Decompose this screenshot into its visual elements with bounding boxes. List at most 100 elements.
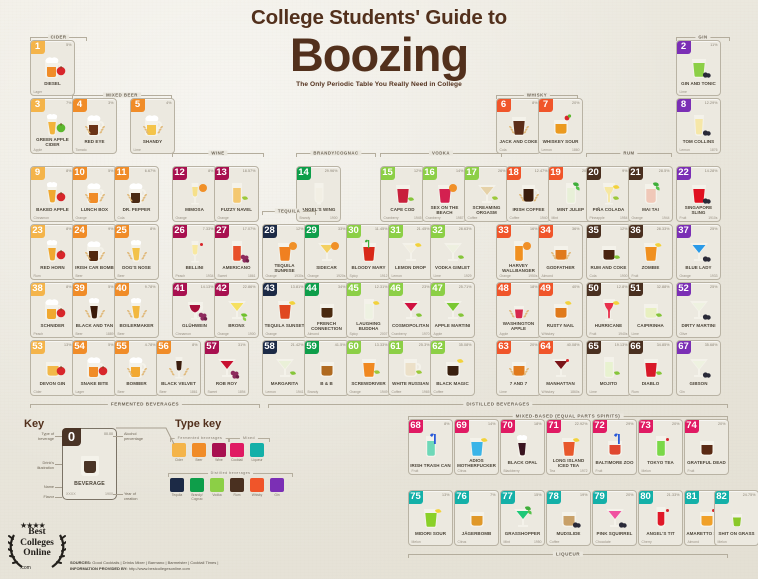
type-swatch-brandy-cognac[interactable] [190,478,204,492]
element-cell-25[interactable]: 25 8% DOG'S NOSE Beer [114,224,159,280]
element-cell-4[interactable]: 4 3% RED EYE Tomato [72,98,117,154]
element-cell-43[interactable]: 43 13.81% TEQUILA SUNSET Orange [262,282,307,338]
element-flavor: Fruit [687,468,695,473]
element-cell-76[interactable]: 76 7% JÄGERBOMB Citrus [454,490,499,546]
element-cell-44[interactable]: 44 34% FRENCH CONNECTION Almond [304,282,349,338]
type-swatch-tequila[interactable] [170,478,184,492]
element-cell-50[interactable]: 50 12.8% HURRICANE Fruit 1940s [586,282,631,338]
element-cell-5[interactable]: 5 4% SHANDY Lime [130,98,175,154]
type-swatch-gin[interactable] [270,478,284,492]
element-cell-70[interactable]: 70 18% BLACK OPAL Blackberry [500,419,545,475]
element-abv: 5% [66,42,72,47]
element-cell-71[interactable]: 71 22.92% LONG ISLAND ICED TEA Tea 1972 [546,419,591,475]
type-swatch-beer[interactable] [192,443,206,457]
element-cell-11[interactable]: 11 6.67% DR. PEPPER Cola [114,166,159,222]
element-cell-42[interactable]: 42 22.86% BRONX Orange 1900 [214,282,259,338]
element-cell-27[interactable]: 27 17.07% AMERICANO Sweet 1861 [214,224,259,280]
element-cell-40[interactable]: 40 9.78% BOILERMAKER Beer [114,282,159,338]
group-label-text: LIQUEUR [552,551,584,557]
element-cell-74[interactable]: 74 20% GRATEFUL DEAD Fruit [684,419,729,475]
element-cell-67[interactable]: 67 35.68% GIBSON Gin [676,340,721,396]
element-cell-24[interactable]: 24 9% IRISH CAR BOMB Beer [72,224,117,280]
element-cell-38[interactable]: 38 8% SCHNIDER Peach [30,282,75,338]
element-cell-28[interactable]: 28 12% TEQUILA SUNRISE Orange 1930s [262,224,307,280]
element-cell-13[interactable]: 13 18.57% FUZZY NAVEL Orange [214,166,259,222]
element-cell-34[interactable]: 34 36% GODFATHER Almond [538,224,583,280]
element-cell-33[interactable]: 33 16% HARVEY WALLBANGER Orange 1950s [496,224,541,280]
element-number: 74 [685,420,699,433]
element-cell-82[interactable]: 82 24.75% SHIT ON GRASS Melon [714,490,758,546]
type-swatch-label: Cider [175,458,183,462]
element-cell-10[interactable]: 10 5% LUNCH BOX Orange [72,166,117,222]
element-cell-72[interactable]: 72 29% BALTIMORE ZOO Fruit [592,419,637,475]
element-cell-16[interactable]: 16 14% SEX ON THE BEACH Cranberry 1987 [422,166,467,222]
element-cell-26[interactable]: 26 7.33% BELLINI Peach 1934 [172,224,217,280]
element-cell-23[interactable]: 23 8% RED HORN Rum [30,224,75,280]
element-name: CAIPIRINHA [637,323,664,329]
element-cell-8[interactable]: 8 12.29% TOM COLLINS Lemon 1876 [676,98,721,154]
element-cell-69[interactable]: 69 14% ADIOS MOTHERFUCKER Citrus [454,419,499,475]
element-name: BOMBER [126,381,147,387]
element-cell-77[interactable]: 77 15% GRASSHOPPER Mint 1950 [500,490,545,546]
element-cell-49[interactable]: 49 40% RUSTY NAIL Whiskey [538,282,583,338]
element-cell-55[interactable]: 55 4.78% BOMBER Beer [114,340,159,396]
element-cell-59[interactable]: 59 41.5% B & B Brandy [304,340,349,396]
element-cell-7[interactable]: 7 20% WHISKEY SOUR Lemon 1860 [538,98,583,154]
element-cell-58[interactable]: 58 21.42% MARGARITA Lemon 1941 [262,340,307,396]
element-cell-21[interactable]: 21 28.5% MAI TAI Orange 1944 [628,166,673,222]
element-cell-53[interactable]: 53 13% DEVON GIN Cider [30,340,75,396]
element-cell-37[interactable]: 37 25% BLUE LADY Orange 1933 [676,224,721,280]
element-cell-80[interactable]: 80 21.33% ANGEL'S TIT Cherry [638,490,683,546]
element-cell-62[interactable]: 62 35.08% BLACK MAGIC Coffee [430,340,475,396]
element-cell-36[interactable]: 36 28.33% ZOMBIE Fruit [628,224,673,280]
element-cell-48[interactable]: 48 18% WASHINGTON APPLE Apple [496,282,541,338]
element-cell-51[interactable]: 51 32.88% CAIPIRINHA Lime [628,282,673,338]
element-cell-79[interactable]: 79 20% PINK SQUIRREL Chocolate [592,490,637,546]
element-cell-45[interactable]: 45 12.31% LAUGHING BUDDHA Spicy 2007 [346,282,391,338]
element-cell-31[interactable]: 31 21.45% LEMON DROP Lemon [388,224,433,280]
element-cell-9[interactable]: 9 8% BAKED APPLE Cinnamon [30,166,75,222]
element-cell-54[interactable]: 54 5% SNAKE BITE Lager [72,340,117,396]
element-cell-32[interactable]: 32 28.63% VODKA GIMLET Lime 1929 [430,224,475,280]
element-cell-56[interactable]: 56 8% BLACK VELVET Beer 1861 [156,340,201,396]
element-cell-3[interactable]: 3 7% GREEN APPLE CIDER Apple [30,98,75,154]
element-cell-18[interactable]: 18 12.47% IRISH COFFEE Coffee 1940 [506,166,551,222]
element-cell-66[interactable]: 66 34.85% DIABLO Rum [628,340,673,396]
drink-illustration [677,354,720,380]
element-abv: 8% [66,284,72,289]
element-cell-47[interactable]: 47 25.71% APPLE MARTINI Apple [430,282,475,338]
element-cell-52[interactable]: 52 25% DIRTY MARTINI Olive [676,282,721,338]
element-cell-30[interactable]: 30 11.45% BLOODY MARY Spicy 1912 [346,224,391,280]
element-cell-41[interactable]: 41 14.13% GLÜHWEIN Cinnamon [172,282,217,338]
type-swatch-cocktail[interactable] [230,443,244,457]
element-cell-64[interactable]: 64 40.08% MANHATTAN Whiskey 1860s [538,340,583,396]
element-cell-73[interactable]: 73 20% TOKYO TEA Melon [638,419,683,475]
drink-illustration [115,238,158,264]
element-cell-20[interactable]: 20 9% PIÑA COLADA Pineapple 1954 [586,166,631,222]
element-cell-17[interactable]: 17 26% SCREAMING ORGASM Coffee [464,166,509,222]
element-cell-2[interactable]: 2 11% GIN AND TONIC Lime [676,40,721,96]
element-cell-78[interactable]: 78 19% MUDSLIDE Coffee [546,490,591,546]
element-cell-68[interactable]: 68 8% IRISH TRASH CAN Fruit [408,419,453,475]
type-swatch-vodka[interactable] [210,478,224,492]
type-swatch-cider[interactable] [172,443,186,457]
element-cell-57[interactable]: 57 31% ROB ROY Sweet 1894 [204,340,249,396]
element-cell-19[interactable]: 19 20% MINT JULEP Mint [548,166,593,222]
element-cell-29[interactable]: 29 33% SIDECAR Orange 1920s [304,224,349,280]
element-cell-22[interactable]: 22 14.28% SINGAPORE SLING Fruit 1910s [676,166,721,222]
element-cell-14[interactable]: 14 29.96% ANGEL'S WING Brandy 1900 [296,166,341,222]
element-cell-6[interactable]: 6 8% JACK AND COKE Cola [496,98,541,154]
element-cell-15[interactable]: 15 12% CAPE COD Cranberry 1945 [380,166,425,222]
group-label-text: WHISKY [523,92,551,98]
type-swatch-liqueur[interactable] [250,443,264,457]
type-swatch-rum[interactable] [230,478,244,492]
element-cell-12[interactable]: 12 8% MIMOSA Orange [172,166,217,222]
element-cell-75[interactable]: 75 13% MIDORI SOUR Melon [408,490,453,546]
element-cell-46[interactable]: 46 23% COSMOPOLITAN Cranberry 1970 [388,282,433,338]
element-cell-60[interactable]: 60 13.33% SCREWDRIVER Orange 1949 [346,340,391,396]
type-swatch-wine[interactable] [212,443,226,457]
element-cell-1[interactable]: 1 5% DIESEL Lager [30,40,75,96]
element-cell-61[interactable]: 61 25.3% WHITE RUSSIAN Coffee 1965 [388,340,433,396]
element-cell-35[interactable]: 35 12% RUM AND COKE Cola 1900 [586,224,631,280]
type-swatch-whisky[interactable] [250,478,264,492]
